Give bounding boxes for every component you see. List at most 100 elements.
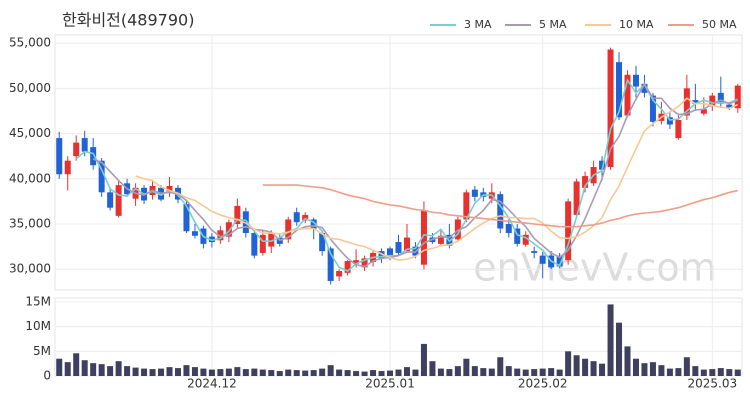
volume-bar	[276, 371, 283, 376]
volume-bar	[573, 355, 580, 376]
candle-body	[353, 260, 360, 264]
legend-label: 10 MA	[619, 18, 654, 31]
volume-bar	[420, 343, 427, 376]
candle-body	[387, 248, 394, 257]
candle-body	[344, 261, 351, 273]
volume-bar	[692, 366, 699, 376]
candle-body	[98, 160, 105, 193]
legend-label: 50 MA	[702, 18, 737, 31]
volume-bar	[649, 362, 656, 376]
volume-tick-label: 5M	[33, 344, 51, 358]
volume-bar	[319, 368, 326, 376]
legend-label: 5 MA	[539, 18, 567, 31]
candle-body	[497, 194, 504, 229]
volume-bar	[107, 366, 114, 376]
candle-body	[81, 138, 88, 152]
volume-bar	[726, 369, 733, 376]
candle-body	[395, 242, 402, 253]
y-tick-label: 30,000	[9, 262, 51, 276]
watermark: enVievV.com	[473, 246, 716, 290]
candle-body	[225, 222, 232, 237]
volume-bar	[480, 368, 487, 376]
volume-bar	[454, 366, 461, 376]
volume-bar	[463, 358, 470, 376]
y-tick-label: 45,000	[9, 126, 51, 140]
volume-bar	[115, 361, 122, 376]
candle-body	[208, 236, 215, 243]
candle-body	[293, 212, 300, 223]
candle-body	[726, 104, 733, 109]
volume-tick-label: 0	[43, 369, 51, 383]
volume-bar	[56, 358, 63, 376]
volume-bar	[505, 366, 512, 376]
volume-bar	[616, 322, 623, 376]
volume-bar	[353, 371, 360, 376]
x-tick-label: 2025.03	[688, 377, 738, 391]
volume-bar	[208, 369, 215, 376]
volume-bar	[675, 368, 682, 376]
candle-body	[573, 181, 580, 215]
candle-body	[683, 88, 690, 116]
volume-bar	[242, 369, 249, 376]
volume-bar	[336, 369, 343, 376]
candle-body	[649, 95, 656, 122]
volume-bar	[141, 368, 148, 376]
volume-bar	[90, 363, 97, 376]
volume-bar	[624, 346, 631, 376]
candle-body	[90, 147, 97, 166]
ma-line	[92, 82, 739, 268]
candle-body	[641, 83, 648, 93]
volume-bar	[471, 366, 478, 376]
volume-bar	[607, 304, 614, 376]
candle-body	[378, 251, 385, 259]
volume-bar	[132, 367, 139, 376]
y-tick-label: 50,000	[9, 81, 51, 95]
volume-bar	[658, 365, 665, 376]
x-tick-label: 2024.12	[187, 377, 237, 391]
volume-bar	[293, 370, 300, 376]
candle-body	[599, 160, 606, 170]
x-tick-label: 2025.01	[365, 377, 415, 391]
candle-body	[64, 160, 71, 175]
volume-bar	[285, 369, 292, 376]
volume-bar	[717, 368, 724, 376]
volume-bar	[387, 370, 394, 376]
ma-line	[75, 78, 739, 272]
volume-bar	[81, 360, 88, 376]
volume-bar	[183, 365, 190, 376]
volume-bar	[514, 368, 521, 376]
candle-body	[251, 233, 258, 256]
volume-bar	[709, 369, 716, 376]
candle-body	[327, 248, 334, 281]
ma-line	[262, 184, 738, 228]
candle-body	[403, 237, 410, 252]
candle-body	[700, 109, 707, 114]
candle-body	[565, 201, 572, 261]
candle-body	[709, 95, 716, 107]
candle-body	[336, 271, 343, 277]
candle-body	[420, 210, 427, 265]
volume-bar	[251, 368, 258, 376]
candle-body	[616, 62, 623, 118]
volume-bar	[200, 368, 207, 376]
candle-body	[242, 211, 249, 234]
y-tick-label: 40,000	[9, 171, 51, 185]
volume-bar	[446, 369, 453, 376]
volume-bar	[378, 371, 385, 376]
volume-bar	[268, 370, 275, 376]
volume-bar	[497, 357, 504, 376]
candle-body	[607, 49, 614, 168]
candle-body	[514, 228, 521, 244]
candle-body	[531, 251, 538, 253]
volume-bar	[344, 370, 351, 376]
volume-bar	[259, 369, 266, 376]
volume-bar	[556, 369, 563, 376]
candle-body	[361, 258, 368, 268]
candle-body	[505, 223, 512, 234]
volume-bar	[522, 369, 529, 376]
volume-bar	[700, 369, 707, 376]
volume-bar	[548, 368, 555, 376]
volume-bar	[225, 368, 232, 376]
candle-body	[319, 233, 326, 252]
